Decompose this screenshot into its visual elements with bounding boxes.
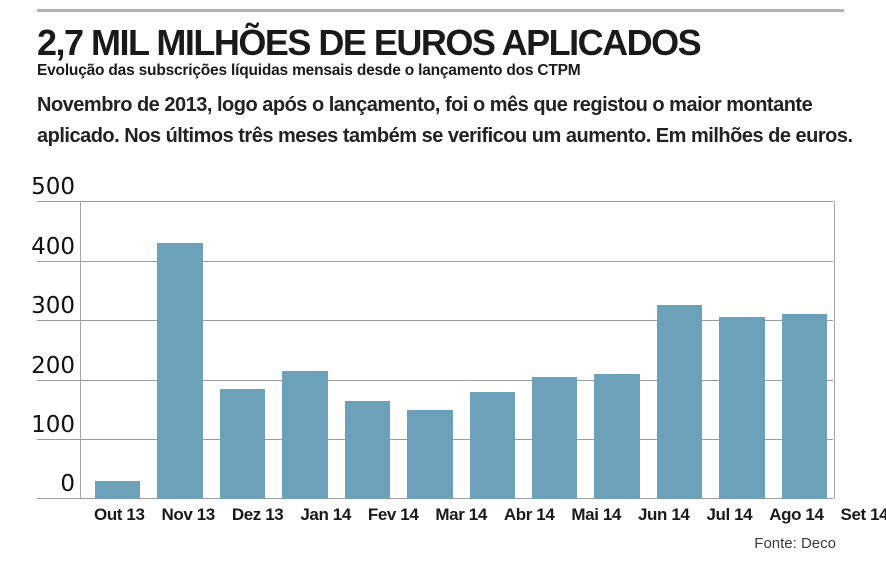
x-tick-label-fev-14: Fev 14 <box>367 505 419 524</box>
x-tick-label-jul-14: Jul 14 <box>706 505 753 524</box>
chart-plot-area <box>80 201 835 499</box>
x-tick-label-abr-14: Abr 14 <box>503 505 555 524</box>
y-tick-label-200: 200 <box>31 353 75 379</box>
x-tick-label-mar-14: Mar 14 <box>435 505 487 524</box>
y-tick-label-500: 500 <box>31 174 75 200</box>
bar-out-13 <box>95 481 141 499</box>
bar-dez-13 <box>219 388 266 499</box>
top-rule <box>37 9 844 12</box>
x-tick-label-set-14: Set 14 <box>840 505 886 524</box>
lede-paragraph: Novembro de 2013, logo após o lançamento… <box>37 94 853 147</box>
bar-jun-14 <box>594 373 640 499</box>
source-credit: Fonte: Deco <box>754 535 836 552</box>
x-tick-label-nov-13: Nov 13 <box>161 505 216 524</box>
bar-mar-14 <box>407 409 453 499</box>
gridline-300 <box>37 320 833 321</box>
y-tick-label-100: 100 <box>31 412 75 438</box>
bar-ago-14 <box>719 317 765 499</box>
x-tick-label-dez-13: Dez 13 <box>231 505 284 524</box>
x-tick-label-out-13: Out 13 <box>94 505 145 524</box>
y-tick-label-0: 0 <box>60 471 75 497</box>
x-tick-label-ago-14: Ago 14 <box>769 505 824 524</box>
bar-set-14 <box>781 314 828 499</box>
bar-jan-14 <box>282 370 328 499</box>
page-title: 2,7 MIL MILHÕES DE EUROS APLICADOS <box>37 22 702 63</box>
bar-nov-13 <box>157 242 203 499</box>
chart-bars <box>81 201 834 499</box>
gridline-200 <box>37 380 833 381</box>
x-axis-labels: Out 13 Nov 13 Dez 13 Jan 14 Fev 14 Mar 14 Abr … <box>80 505 886 525</box>
bar-jul-14 <box>656 305 703 499</box>
y-tick-label-300: 300 <box>31 293 75 319</box>
x-tick-label-jun-14: Jun 14 <box>637 505 690 524</box>
bar-chart: 0 100 200 300 400 500 Out 13 Nov 13 Dez 13 Jan 1… <box>31 175 886 525</box>
x-tick-label-mai-14: Mai 14 <box>571 505 621 524</box>
gridline-500 <box>37 201 833 202</box>
bar-mai-14 <box>531 376 578 499</box>
y-tick-label-400: 400 <box>31 234 75 260</box>
x-tick-label-jan-14: Jan 14 <box>300 505 351 524</box>
gridline-400 <box>37 261 833 262</box>
bar-abr-14 <box>469 391 515 499</box>
page-subtitle: Evolução das subscrições líquidas mensai… <box>37 62 581 79</box>
bar-fev-14 <box>344 400 391 499</box>
